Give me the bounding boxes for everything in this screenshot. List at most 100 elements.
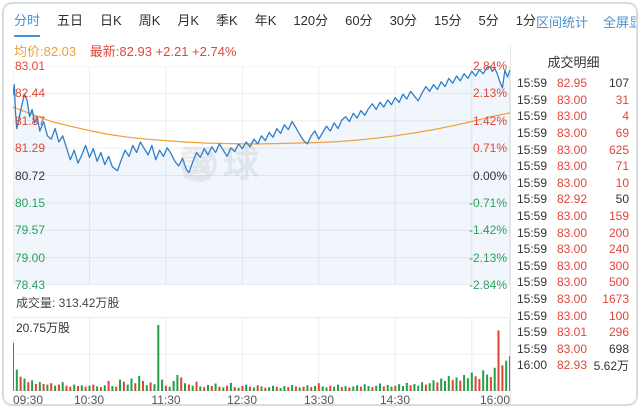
trade-volume: 296 (608, 325, 629, 340)
time-axis-label: 10:30 (73, 393, 105, 406)
trade-row: 15:59 83.00 100 (511, 307, 636, 324)
trade-volume: 500 (608, 275, 629, 290)
trade-volume: 50 (615, 192, 629, 207)
tab-day-k[interactable]: 日K (100, 13, 122, 28)
trade-time: 15:59 (517, 209, 548, 224)
percent-axis-label: -1.42% (468, 223, 507, 238)
price-chart-svg (13, 66, 510, 285)
percent-axis-label: -2.13% (468, 250, 507, 265)
trade-price: 82.93 (556, 358, 588, 373)
price-chart-pane[interactable]: 雪球 83.0182.4481.8781.2980.7280.1579.5779… (13, 60, 510, 291)
trade-row: 15:59 83.00 31 (511, 92, 636, 109)
trade-volume: 625 (608, 142, 629, 157)
price-axis-label: 82.44 (15, 86, 46, 101)
trade-price: 83.00 (556, 109, 588, 124)
price-axis-label: 81.87 (15, 113, 46, 128)
trade-volume: 698 (608, 341, 629, 356)
volume-chart-pane[interactable]: 20.75万股 (13, 317, 510, 391)
volume-chart-svg (13, 317, 510, 391)
trade-price: 83.01 (556, 325, 588, 340)
trade-time: 15:59 (517, 192, 548, 207)
time-axis-label: 13:30 (303, 393, 335, 406)
trade-time: 15:59 (517, 225, 548, 240)
trade-time: 15:59 (517, 159, 548, 174)
tab-five-day[interactable]: 五日 (57, 13, 84, 28)
trade-row: 15:59 82.95 107 (511, 75, 636, 92)
period-tabs: 分时 五日 日K 周K 月K 季K 年K 120分 60分 30分 15分 5分 1分 (14, 10, 536, 37)
trade-time: 15:59 (517, 341, 548, 356)
trade-volume: 4 (622, 109, 629, 124)
tab-1min[interactable]: 1分 (515, 13, 536, 28)
link-range-statistics[interactable]: 区间统计 (535, 15, 588, 30)
tab-120min[interactable]: 120分 (293, 13, 329, 28)
trade-row: 15:59 83.00 69 (511, 125, 636, 142)
trade-price: 83.00 (556, 275, 588, 290)
link-fullscreen[interactable]: 全屏显示 (602, 15, 636, 30)
trade-time: 15:59 (517, 292, 548, 307)
trade-row: 15:59 82.92 50 (511, 191, 636, 208)
trade-time: 15:59 (517, 142, 548, 157)
trade-volume: 69 (615, 126, 629, 141)
price-axis-label: 79.00 (15, 250, 46, 265)
latest-price-label: 最新:82.93 +2.21 +2.74% (89, 44, 237, 59)
percent-axis-label: 1.42% (472, 113, 507, 128)
trade-volume: 200 (608, 225, 629, 240)
trade-rows-list: 15:59 82.95 107 15:59 83.00 31 15:59 83.00 4 15:5… (511, 75, 636, 374)
tab-15min[interactable]: 15分 (434, 13, 462, 28)
trade-panel-title: 成交明细 (547, 55, 600, 70)
price-axis-label: 80.72 (15, 168, 46, 183)
trade-price: 83.00 (556, 159, 588, 174)
price-axis-label: 83.01 (15, 59, 46, 73)
tab-30min[interactable]: 30分 (389, 13, 418, 28)
trade-price: 83.00 (556, 92, 588, 107)
tab-week-k[interactable]: 周K (138, 13, 161, 28)
tab-timeshare[interactable]: 分时 (14, 10, 41, 37)
price-axis-label: 78.43 (15, 278, 46, 292)
volume-scale-max-label: 20.75万股 (16, 321, 71, 335)
tab-5min[interactable]: 5分 (478, 13, 499, 28)
trade-time: 15:59 (517, 242, 548, 257)
volume-title: 成交量: 313.42万股 (16, 294, 119, 311)
percent-axis-label: 2.84% (472, 59, 507, 73)
trade-row: 15:59 83.00 1673 (511, 291, 636, 308)
trade-time: 15:59 (517, 308, 548, 323)
time-axis-label: 16:00 (479, 393, 510, 406)
price-axis-label: 80.15 (15, 195, 46, 210)
price-axis-label: 79.57 (15, 223, 46, 238)
trade-volume: 159 (608, 209, 629, 224)
trade-row: 15:59 83.00 698 (511, 341, 636, 358)
time-axis-label: 11:30 (151, 393, 181, 406)
percent-axis-label: 0.00% (472, 168, 507, 183)
stock-timeshare-widget: 分时 五日 日K 周K 月K 季K 年K 120分 60分 30分 15分 5分 1分 区间统计全屏显示… (2, 2, 638, 406)
trade-time: 16:00 (517, 358, 548, 373)
tab-60min[interactable]: 60分 (345, 13, 373, 28)
percent-axis-label: 0.71% (472, 141, 507, 156)
price-axis-label: 81.29 (15, 141, 46, 156)
trade-price: 82.95 (556, 76, 588, 91)
trade-row: 16:00 82.93 5.62万 (511, 357, 636, 374)
trade-row: 15:59 83.00 159 (511, 208, 636, 225)
trade-row: 15:59 83.00 240 (511, 241, 636, 258)
trade-row: 15:59 83.01 296 (511, 324, 636, 341)
toolbar-links: 区间统计全屏显示 (535, 12, 636, 37)
tab-quarter-k[interactable]: 季K (216, 13, 238, 28)
trade-time: 15:59 (517, 92, 548, 107)
percent-axis-label: 2.13% (472, 86, 507, 101)
trade-time: 15:59 (517, 325, 548, 340)
trade-time: 15:59 (517, 275, 548, 290)
trade-row: 15:59 83.00 300 (511, 258, 636, 275)
tab-month-k[interactable]: 月K (177, 13, 200, 28)
trade-price: 83.00 (556, 142, 588, 157)
trade-row: 15:59 83.00 500 (511, 274, 636, 291)
trade-volume: 300 (608, 258, 629, 273)
trade-row: 15:59 83.00 200 (511, 224, 636, 241)
average-price-label: 均价:82.03 (14, 44, 77, 59)
time-axis-label: 09:30 (13, 393, 44, 406)
percent-axis-label: -2.84% (468, 278, 507, 292)
tab-year-k[interactable]: 年K (254, 13, 277, 28)
trade-row: 15:59 83.00 4 (511, 108, 636, 125)
trade-time: 15:59 (517, 175, 548, 190)
time-axis-label: 14:30 (379, 393, 411, 406)
trade-volume: 100 (608, 308, 629, 323)
trade-volume: 5.62万 (593, 358, 629, 373)
